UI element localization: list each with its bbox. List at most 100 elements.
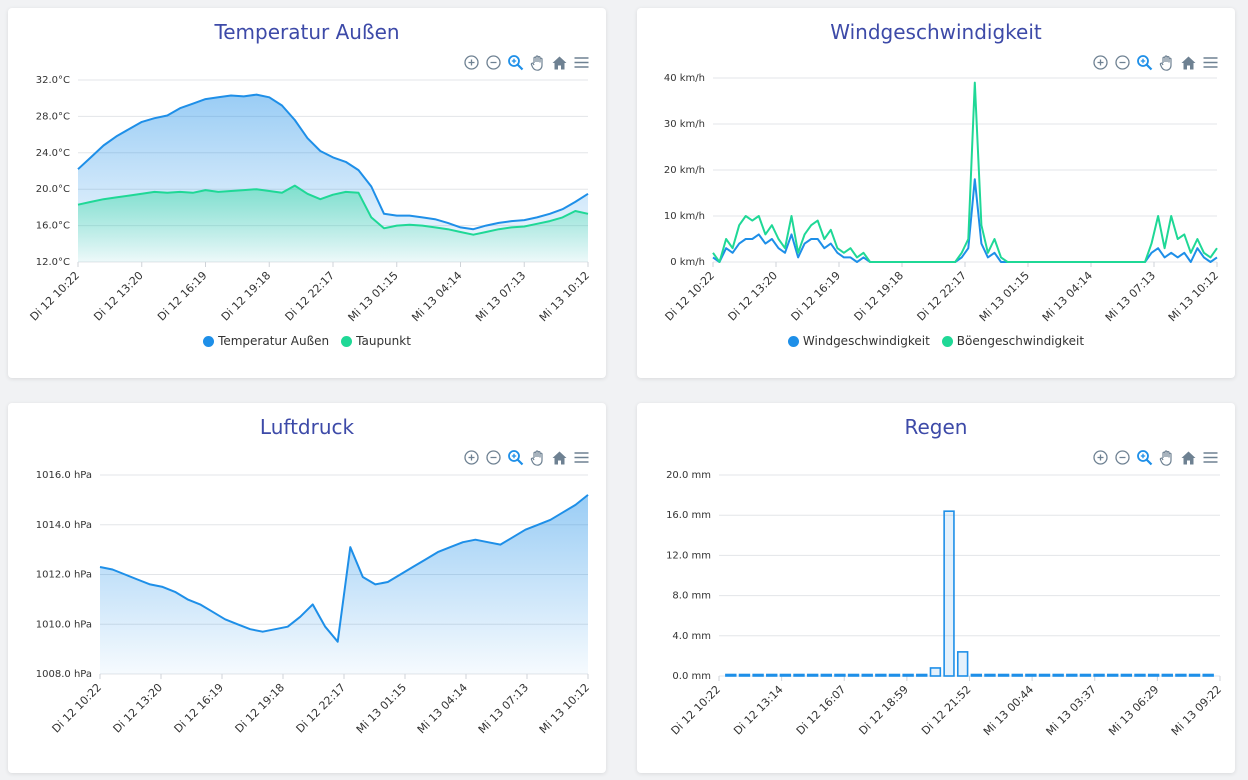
rain-bar[interactable]	[861, 673, 873, 677]
rain-bar[interactable]	[929, 667, 942, 677]
rain-bar[interactable]	[1079, 673, 1092, 677]
chart-card-wind: Windgeschwindigkeit 0 km/h 10 km/h 20 km/h…	[637, 8, 1235, 378]
zoom-out-icon[interactable]	[485, 54, 502, 71]
home-reset-icon[interactable]	[1180, 449, 1197, 466]
series-line[interactable]	[712, 81, 1218, 263]
legend-item-gust-speed[interactable]: Böengeschwindigkeit	[941, 334, 1084, 348]
rain-bar[interactable]	[738, 673, 751, 677]
legend-item-temperature[interactable]: Temperatur Außen	[203, 334, 329, 348]
rain-bar[interactable]	[766, 673, 778, 677]
home-reset-icon[interactable]	[1180, 54, 1197, 71]
rain-bar[interactable]	[752, 673, 764, 677]
x-tick-label: Di 12 10:22	[669, 683, 724, 738]
y-tick-label: 1016.0 hPa	[36, 470, 92, 481]
zoom-select-icon[interactable]	[507, 449, 524, 466]
zoom-in-icon[interactable]	[1092, 54, 1109, 71]
rain-bar[interactable]	[1011, 673, 1023, 677]
rain-bar[interactable]	[943, 510, 955, 677]
rain-bar[interactable]	[1188, 673, 1201, 677]
zoom-in-icon[interactable]	[463, 54, 480, 71]
menu-icon[interactable]	[573, 449, 590, 466]
rain-bar[interactable]	[888, 673, 901, 677]
chart-toolbar	[1092, 54, 1219, 71]
rain-bar[interactable]	[1025, 673, 1037, 677]
rain-bar[interactable]	[779, 673, 792, 677]
menu-icon[interactable]	[1202, 54, 1219, 71]
rain-bar[interactable]	[997, 673, 1010, 677]
rain-bar[interactable]	[902, 673, 914, 677]
x-tick-label: Di 12 16:19	[172, 681, 227, 736]
chart-plot-pressure[interactable]: 1008.0 hPa 1010.0 hPa 1012.0 hPa 1014.0 hPa…	[8, 403, 606, 773]
rain-bar[interactable]	[1093, 673, 1105, 677]
pan-hand-icon[interactable]	[529, 54, 546, 71]
chart-plot-rain[interactable]: 0.0 mm 4.0 mm 8.0 mm 12.0 mm 16.0 mm 20.0 mm D…	[637, 403, 1235, 773]
x-tick-label: Di 12 16:19	[789, 269, 844, 324]
chart-card-temperature: Temperatur Außen 12.0°C 16.0°C 20.0°C 24.0°…	[8, 8, 606, 378]
y-tick-label: 12.0 mm	[666, 550, 711, 561]
rain-bar[interactable]	[1106, 673, 1119, 677]
menu-icon[interactable]	[1202, 449, 1219, 466]
y-tick-label: 16.0°C	[36, 221, 70, 232]
chart-plot-temperature[interactable]: 12.0°C 16.0°C 20.0°C 24.0°C 28.0°C 32.0°C Di 1…	[8, 8, 606, 378]
home-reset-icon[interactable]	[551, 449, 568, 466]
series-line[interactable]	[77, 93, 589, 231]
legend-label: Taupunkt	[356, 334, 411, 348]
rain-bar[interactable]	[984, 673, 996, 677]
zoom-in-icon[interactable]	[1092, 449, 1109, 466]
x-tick-label: Mi 13 09:22	[1169, 683, 1224, 738]
rain-bar[interactable]	[875, 673, 887, 677]
rain-bar[interactable]	[1175, 673, 1187, 677]
zoom-out-icon[interactable]	[1114, 54, 1131, 71]
x-tick-label: Mi 13 04:14	[1040, 269, 1095, 324]
x-tick-label: Di 12 19:18	[219, 269, 274, 324]
rain-bar[interactable]	[1052, 673, 1064, 677]
y-tick-label: 28.0°C	[36, 111, 70, 122]
pan-hand-icon[interactable]	[1158, 449, 1175, 466]
menu-icon[interactable]	[573, 54, 590, 71]
rain-bar[interactable]	[956, 651, 969, 677]
zoom-out-icon[interactable]	[1114, 449, 1131, 466]
rain-bar[interactable]	[1038, 673, 1051, 677]
x-tick-label: Mi 13 01:15	[346, 269, 401, 324]
zoom-select-icon[interactable]	[1136, 449, 1153, 466]
chart-toolbar	[1092, 449, 1219, 466]
home-reset-icon[interactable]	[551, 54, 568, 71]
rain-bar[interactable]	[1161, 673, 1173, 677]
legend-dot	[341, 335, 353, 347]
legend-item-wind-speed[interactable]: Windgeschwindigkeit	[787, 334, 930, 348]
rain-bar[interactable]	[1134, 673, 1146, 677]
rain-bar[interactable]	[847, 673, 860, 677]
rain-bar[interactable]	[820, 673, 833, 677]
x-tick-label: Di 12 18:59	[856, 683, 911, 738]
legend-item-dewpoint[interactable]: Taupunkt	[341, 334, 411, 348]
pan-hand-icon[interactable]	[529, 449, 546, 466]
rain-bar[interactable]	[834, 673, 846, 677]
rain-bar[interactable]	[1120, 673, 1133, 677]
rain-bar[interactable]	[1147, 673, 1160, 677]
x-tick-label: Di 12 13:20	[726, 269, 781, 324]
zoom-out-icon[interactable]	[485, 449, 502, 466]
chart-toolbar	[463, 54, 590, 71]
series-area	[78, 185, 588, 262]
chart-plot-wind[interactable]: 0 km/h 10 km/h 20 km/h 30 km/h 40 km/h Di 12 …	[637, 8, 1235, 378]
series-area	[100, 494, 588, 674]
pan-hand-icon[interactable]	[1158, 54, 1175, 71]
series-line[interactable]	[99, 494, 589, 643]
zoom-select-icon[interactable]	[507, 54, 524, 71]
y-tick-label: 0 km/h	[670, 257, 705, 268]
rain-bar[interactable]	[1066, 673, 1078, 677]
rain-bar[interactable]	[916, 673, 928, 677]
x-tick-label: Mi 13 04:14	[409, 269, 464, 324]
rain-bar[interactable]	[806, 673, 819, 677]
x-tick-label: Mi 13 06:29	[1106, 683, 1161, 738]
series-line[interactable]	[712, 178, 1218, 263]
rain-bar[interactable]	[725, 673, 737, 677]
zoom-select-icon[interactable]	[1136, 54, 1153, 71]
zoom-in-icon[interactable]	[463, 449, 480, 466]
rain-bar[interactable]	[1202, 673, 1214, 677]
y-tick-label: 1012.0 hPa	[36, 570, 92, 581]
rain-bar[interactable]	[970, 673, 983, 677]
legend-dot	[787, 335, 799, 347]
rain-bar[interactable]	[793, 673, 805, 677]
series-line[interactable]	[77, 184, 589, 236]
